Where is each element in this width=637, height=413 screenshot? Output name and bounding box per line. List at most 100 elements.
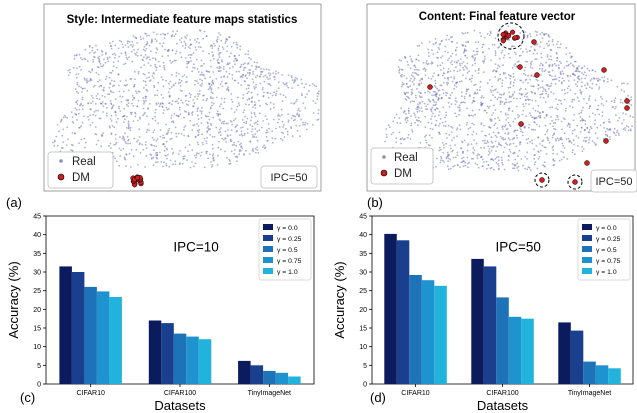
real-point: [171, 49, 174, 52]
real-point: [224, 150, 226, 153]
real-point: [546, 42, 548, 45]
real-point: [520, 128, 522, 131]
bar: [84, 286, 97, 384]
bar: [595, 365, 609, 384]
real-point: [502, 151, 505, 154]
real-point: [414, 114, 416, 116]
real-point: [227, 86, 230, 89]
real-point: [608, 118, 610, 121]
real-point: [118, 39, 121, 42]
y-tick-label: 20: [33, 307, 41, 314]
real-point: [435, 165, 437, 168]
real-point: [458, 80, 461, 83]
real-point: [526, 96, 528, 98]
real-point: [209, 59, 212, 62]
real-point: [156, 89, 159, 92]
real-point: [441, 55, 444, 57]
real-point: [591, 82, 594, 85]
real-point: [60, 119, 63, 122]
real-point: [149, 79, 152, 81]
real-point: [518, 115, 521, 117]
real-point: [473, 123, 475, 126]
real-point: [399, 122, 402, 124]
real-point: [185, 76, 188, 78]
real-point: [594, 144, 597, 147]
real-point: [84, 58, 87, 61]
real-point: [592, 69, 594, 71]
real-point: [499, 73, 502, 76]
real-point: [223, 138, 225, 141]
real-point: [478, 153, 481, 156]
real-point: [233, 119, 235, 122]
real-point: [493, 69, 496, 72]
bar: [471, 258, 484, 384]
real-point: [144, 97, 147, 100]
real-point: [235, 108, 238, 111]
real-point: [538, 125, 541, 127]
real-point: [168, 102, 170, 105]
real-point: [458, 104, 461, 107]
real-point: [561, 138, 563, 141]
real-point: [109, 71, 112, 74]
real-point: [472, 115, 475, 117]
real-point: [254, 107, 257, 109]
real-point: [197, 125, 200, 127]
real-point: [398, 59, 401, 61]
real-point: [171, 103, 173, 106]
real-point: [402, 83, 405, 86]
y-tick-label: 10: [33, 344, 41, 351]
real-point: [125, 56, 128, 59]
bar: [288, 376, 301, 384]
bar: [570, 330, 584, 384]
real-point: [443, 124, 445, 127]
real-point: [438, 97, 440, 100]
real-point: [135, 37, 138, 39]
real-point: [619, 101, 622, 104]
real-point: [168, 82, 170, 85]
real-point: [473, 149, 476, 151]
real-point: [508, 107, 511, 110]
real-point: [286, 130, 289, 133]
real-point: [494, 134, 497, 137]
real-point: [196, 123, 198, 125]
real-point: [197, 46, 200, 48]
real-point: [473, 100, 475, 103]
real-point: [184, 42, 187, 45]
real-point: [437, 56, 439, 59]
real-point: [623, 90, 626, 93]
real-point: [146, 115, 148, 118]
real-point: [154, 63, 157, 66]
real-point: [248, 153, 251, 155]
real-point: [114, 98, 117, 100]
real-point: [159, 103, 162, 106]
real-point: [538, 156, 541, 158]
real-point: [105, 112, 108, 115]
real-point: [268, 69, 270, 71]
real-point: [423, 67, 426, 70]
real-point: [511, 138, 514, 141]
real-point: [513, 64, 516, 67]
real-point: [434, 115, 436, 118]
real-point: [518, 60, 520, 63]
real-point: [588, 136, 591, 139]
real-point: [167, 55, 170, 57]
real-point: [473, 139, 475, 141]
real-point: [209, 128, 212, 131]
real-point: [202, 94, 204, 97]
dm-point: [134, 175, 141, 181]
real-point: [194, 79, 197, 82]
real-point: [142, 99, 145, 102]
real-point: [395, 137, 398, 140]
real-point: [560, 150, 563, 153]
real-point: [300, 78, 303, 81]
real-point: [570, 56, 573, 59]
real-point: [395, 141, 397, 144]
real-point: [462, 66, 465, 69]
real-point: [583, 71, 586, 74]
real-point: [131, 102, 133, 105]
real-point: [529, 66, 532, 68]
real-point: [425, 139, 427, 142]
real-point: [220, 127, 222, 129]
legend-swatch: [263, 257, 273, 263]
real-point: [436, 157, 438, 160]
